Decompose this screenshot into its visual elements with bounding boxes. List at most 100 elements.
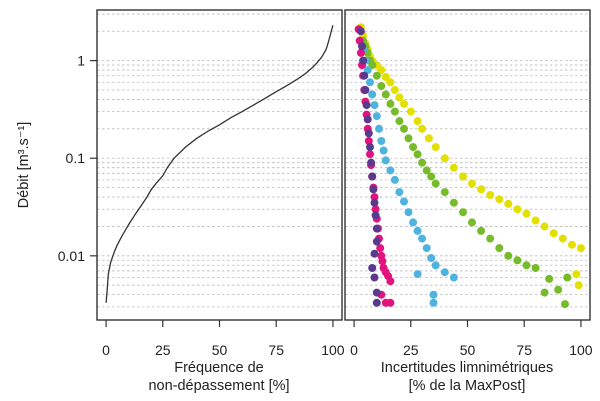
scatter-point [370,198,379,207]
scatter-point [513,205,522,214]
scatter-point [390,175,399,184]
scatter-point [418,124,427,133]
scatter-point [400,99,408,108]
scatter-point [427,254,436,262]
right-panel-frame [344,9,591,321]
scatter-point [363,115,372,124]
right-x-tick-label: 0 [350,342,358,358]
scatter-point [367,158,376,167]
scatter-point [381,73,390,81]
left-panel-grid [97,13,342,308]
scatter-point [368,172,377,181]
left-x-axis-title-line2: non-dépassement [%] [148,378,289,394]
scatter-point [390,86,399,94]
scatter-point [395,93,404,102]
scatter-point [409,143,418,152]
scatter-point [440,268,449,277]
scatter-point [522,209,531,218]
scatter-point [360,71,369,80]
right-panel-axes: 0 25 50 75 100 [350,320,593,358]
right-x-tick-label: 50 [460,342,476,358]
scatter-point [449,198,458,207]
right-panel-data [354,23,585,309]
scatter-point [504,251,513,260]
scatter-point [358,42,366,51]
right-x-tick-label: 100 [569,342,593,358]
scatter-point [477,226,486,235]
scatter-point [377,82,386,90]
scatter-point [368,264,377,272]
scatter-point [576,244,585,253]
left-x-tick-label: 50 [212,342,228,358]
scatter-point [372,288,381,297]
scatter-point [376,244,385,253]
scatter-point [459,172,467,181]
scatter-point [574,281,583,290]
scatter-point [431,261,440,270]
scatter-point [370,249,379,258]
scatter-point [386,99,395,108]
scatter-point [395,117,404,126]
scatter-point [364,129,373,138]
scatter-point [540,288,549,297]
scatter-point [406,107,415,116]
scatter-point [386,166,395,175]
scatter-point [427,172,436,181]
scatter-point [561,300,569,309]
scatter-point [449,273,458,282]
left-x-tick-label: 75 [268,342,284,358]
scatter-point [390,107,399,116]
scatter-point [356,48,365,57]
y-tick-label: 0.01 [58,248,85,264]
scatter-point [531,264,540,272]
scatter-point [429,290,438,299]
scatter-point [418,234,427,243]
scatter-point [413,117,422,126]
scatter-point [486,191,495,199]
scatter-point [356,27,365,36]
scatter-point [371,205,380,214]
scatter-point [554,285,563,294]
scatter-point [377,137,386,145]
scatter-point [504,199,513,208]
scatter-point [424,134,433,143]
scatter-point [366,143,374,152]
scatter-point [440,154,449,163]
scatter-point [379,146,388,155]
scatter-point [375,124,383,133]
scatter-point [359,56,368,65]
scatter-point [364,137,373,145]
scatter-point [549,229,558,238]
scatter-point [395,188,404,197]
scatter-point [404,208,413,217]
y-tick-label: 1 [77,53,85,69]
right-x-tick-label: 75 [516,342,532,358]
scatter-point [378,257,387,266]
scatter-point [468,179,476,188]
scatter-point [418,158,427,167]
scatter-point [563,273,572,282]
scatter-point [513,256,522,265]
scatter-point [370,101,379,110]
scatter-point [377,66,386,75]
left-panel-data [105,25,334,303]
scatter-point [368,90,377,99]
scatter-point [372,224,381,233]
scatter-point [404,134,413,143]
scatter-point [495,195,504,204]
scatter-point [440,188,449,197]
scatter-point [459,208,467,217]
y-tick-label: 0.1 [66,150,86,166]
left-x-tick-label: 25 [155,342,171,358]
left-panel-axes: 0 25 50 75 100 0.01 0.1 1 [58,53,345,358]
scatter-point [558,234,567,243]
scatter-point [567,240,576,249]
right-x-tick-label: 25 [403,342,419,358]
scatter-point [372,298,381,307]
scatter-point [495,244,504,253]
left-x-tick-label: 100 [321,342,345,358]
scatter-point [386,298,395,307]
scatter-point [413,226,422,235]
scatter-point [400,124,408,133]
scatter-point [381,156,390,165]
